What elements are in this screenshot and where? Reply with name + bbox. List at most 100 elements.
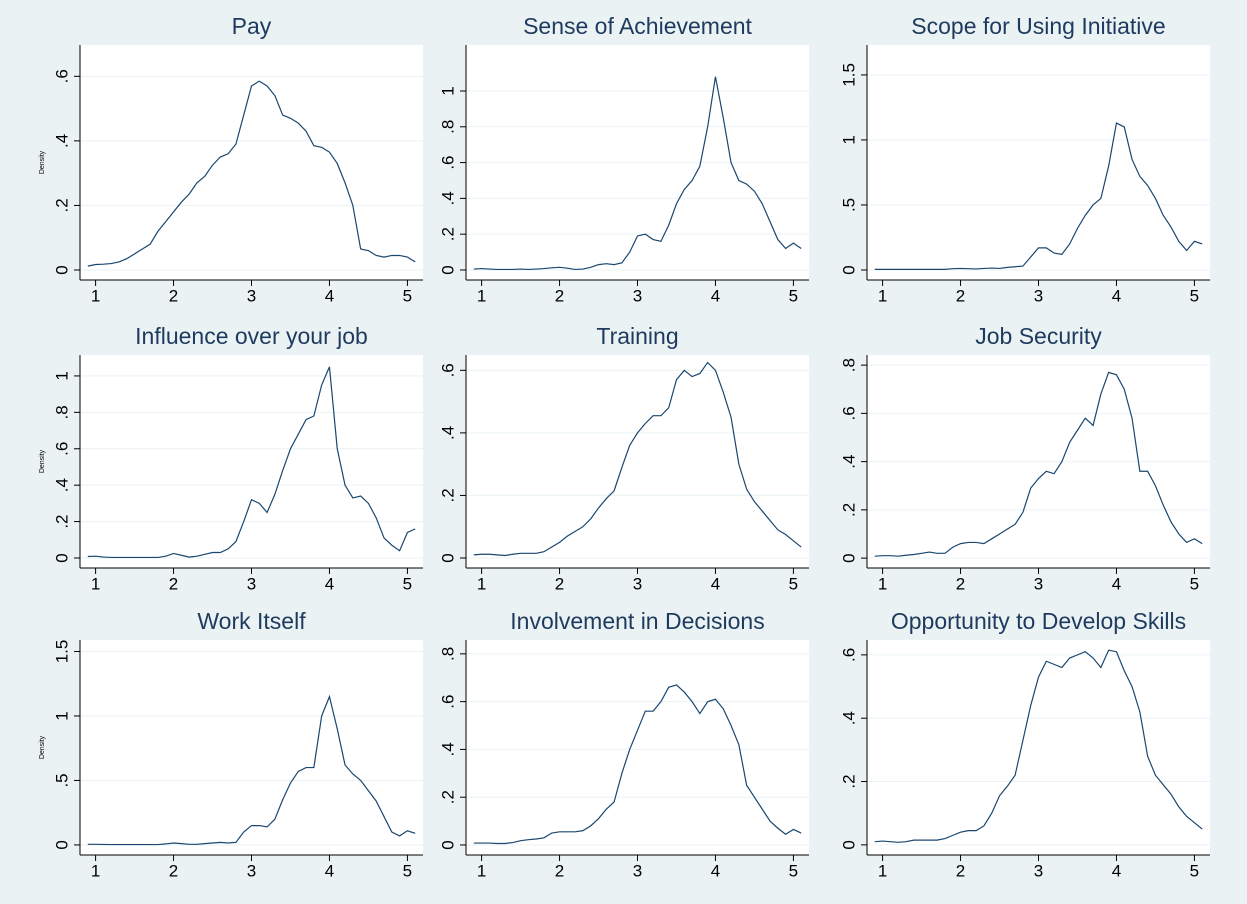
y-tick-label: .2 <box>438 790 457 804</box>
panel-title: Involvement in Decisions <box>510 608 764 634</box>
x-tick-label: 4 <box>711 574 720 593</box>
x-tick-label: 2 <box>956 286 965 305</box>
y-tick-label: .8 <box>839 358 858 372</box>
x-tick-label: 2 <box>555 574 564 593</box>
x-tick-label: 1 <box>878 861 887 880</box>
plot-region <box>867 45 1210 280</box>
panel-title: Training <box>596 323 678 349</box>
x-tick-label: 3 <box>1034 286 1043 305</box>
plot-region <box>867 640 1210 855</box>
y-tick-label: .8 <box>52 405 71 419</box>
y-tick-label: .6 <box>839 648 858 662</box>
y-tick-label: .4 <box>52 478 71 492</box>
x-tick-label: 1 <box>878 574 887 593</box>
x-tick-label: 2 <box>169 574 178 593</box>
x-tick-label: 1 <box>477 861 486 880</box>
y-tick-label: .2 <box>438 227 457 241</box>
x-tick-label: 1 <box>477 286 486 305</box>
x-tick-label: 4 <box>711 286 720 305</box>
panel-title: Scope for Using Initiative <box>911 13 1165 39</box>
y-tick-label: .6 <box>52 69 71 83</box>
y-tick-label: .4 <box>438 742 457 756</box>
y-tick-label: 0 <box>438 553 457 562</box>
density-line <box>874 122 1203 270</box>
y-tick-label: .5 <box>52 773 71 787</box>
y-tick-label: .2 <box>52 198 71 212</box>
density-line <box>87 694 416 846</box>
panel-title: Pay <box>232 13 272 39</box>
density-line <box>874 649 1203 843</box>
panel-title: Influence over your job <box>135 323 368 349</box>
x-tick-label: 2 <box>169 861 178 880</box>
x-tick-label: 2 <box>956 574 965 593</box>
y-tick-label: .2 <box>438 488 457 502</box>
y-tick-label: 1 <box>839 135 858 144</box>
x-tick-label: 3 <box>633 574 642 593</box>
x-tick-label: 4 <box>1112 861 1121 880</box>
x-tick-label: 5 <box>403 286 412 305</box>
density-line <box>473 684 802 845</box>
x-tick-label: 5 <box>403 574 412 593</box>
x-tick-label: 2 <box>555 286 564 305</box>
y-tick-label: 1.5 <box>839 63 858 87</box>
x-tick-label: 2 <box>169 286 178 305</box>
x-tick-label: 4 <box>325 861 334 880</box>
x-tick-label: 4 <box>1112 574 1121 593</box>
y-tick-label: .8 <box>438 120 457 134</box>
plot-region <box>466 355 809 568</box>
y-tick-label: 0 <box>839 553 858 562</box>
panel-title: Work Itself <box>197 608 306 634</box>
y-tick-label: 0 <box>52 265 71 274</box>
x-tick-label: 1 <box>477 574 486 593</box>
y-tick-label: .4 <box>438 426 457 440</box>
y-tick-label: .4 <box>438 191 457 205</box>
x-tick-label: 2 <box>956 861 965 880</box>
density-line <box>874 371 1203 557</box>
y-tick-label: 0 <box>438 840 457 849</box>
x-tick-label: 4 <box>711 861 720 880</box>
y-tick-label: 0 <box>839 265 858 274</box>
panel-title: Job Security <box>975 323 1102 349</box>
density-line <box>87 80 416 267</box>
plot-region <box>80 640 423 855</box>
density-line <box>87 366 416 559</box>
y-tick-label: .6 <box>839 406 858 420</box>
x-tick-label: 2 <box>555 861 564 880</box>
y-axis-title: Density <box>39 150 46 174</box>
density-line <box>473 361 802 557</box>
y-tick-label: .5 <box>839 198 858 212</box>
panel-title: Sense of Achievement <box>523 13 752 39</box>
y-axis-title: Density <box>39 735 46 759</box>
x-tick-label: 5 <box>1190 574 1199 593</box>
x-tick-label: 3 <box>247 861 256 880</box>
y-tick-label: 1 <box>52 711 71 720</box>
y-tick-label: .4 <box>839 711 858 725</box>
x-tick-label: 5 <box>1190 861 1199 880</box>
x-tick-label: 1 <box>878 286 887 305</box>
y-tick-label: .6 <box>438 363 457 377</box>
y-tick-label: .2 <box>52 514 71 528</box>
y-tick-label: 0 <box>839 840 858 849</box>
panel-title: Opportunity to Develop Skills <box>891 608 1186 634</box>
y-tick-label: .2 <box>839 503 858 517</box>
y-tick-label: 1.5 <box>52 640 71 664</box>
x-tick-label: 4 <box>1112 286 1121 305</box>
plot-region <box>80 45 423 280</box>
x-tick-label: 3 <box>247 574 256 593</box>
density-line <box>473 76 802 271</box>
x-tick-label: 4 <box>325 286 334 305</box>
y-axis-title: Density <box>39 449 46 473</box>
x-tick-label: 5 <box>789 861 798 880</box>
x-tick-label: 1 <box>91 286 100 305</box>
y-tick-label: .6 <box>438 155 457 169</box>
y-tick-label: .8 <box>438 647 457 661</box>
x-tick-label: 3 <box>633 286 642 305</box>
y-tick-label: .2 <box>839 774 858 788</box>
x-tick-label: 3 <box>1034 574 1043 593</box>
x-tick-label: 3 <box>247 286 256 305</box>
plot-region <box>466 640 809 855</box>
x-tick-label: 3 <box>633 861 642 880</box>
y-tick-label: .6 <box>52 442 71 456</box>
